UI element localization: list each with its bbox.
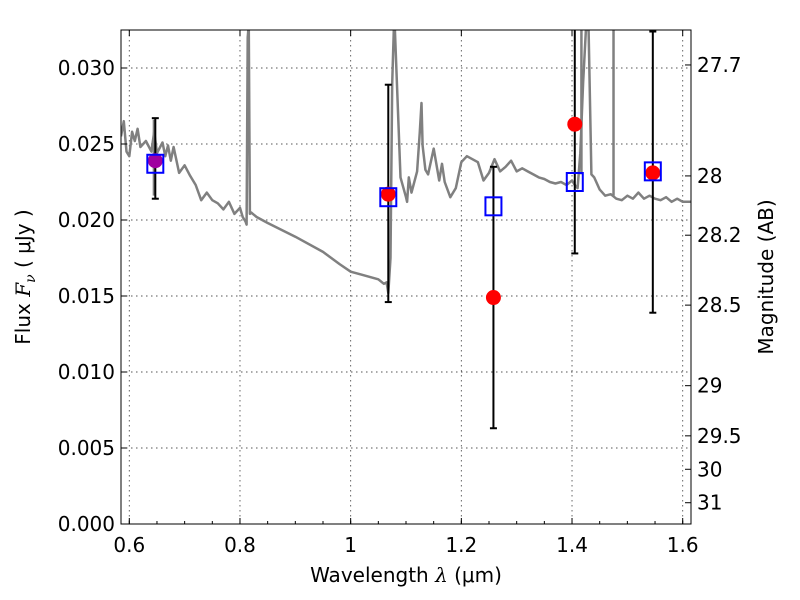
right-tick-label: 28.5 bbox=[697, 293, 742, 317]
axes: 0.6 0.8 1 1.2 1.4 1.6 0.000 0.005 0.010 0.015 0.02… bbox=[58, 30, 742, 557]
data-point-model bbox=[643, 161, 662, 182]
grid-lines bbox=[121, 30, 691, 525]
y-axis-label: Flux Fν ( μJy ) bbox=[11, 209, 39, 344]
x-tick-label: 1 bbox=[344, 533, 357, 557]
data-point-model bbox=[484, 196, 503, 217]
x-tick-label: 1.2 bbox=[445, 533, 477, 557]
data-point-observed bbox=[147, 153, 163, 169]
x-tick-label: 1.6 bbox=[667, 533, 699, 557]
right-axis-label: Magnitude (AB) bbox=[754, 199, 778, 354]
data-point-model bbox=[146, 153, 165, 174]
right-tick-label: 29 bbox=[697, 374, 722, 398]
y-tick-label: 0.030 bbox=[58, 56, 115, 80]
data-point-observed bbox=[485, 290, 501, 306]
plot-area bbox=[121, 30, 691, 430]
spectrum-line bbox=[121, 30, 691, 295]
x-tick-label: 1.4 bbox=[556, 533, 588, 557]
plot-frame bbox=[120, 29, 692, 525]
x-tick-label: 0.6 bbox=[113, 533, 145, 557]
right-tick-label: 30 bbox=[697, 457, 722, 481]
right-tick-label: 28.2 bbox=[697, 223, 742, 247]
right-tick-label: 29.5 bbox=[697, 424, 742, 448]
data-point-model bbox=[565, 172, 584, 192]
right-tick-label: 28 bbox=[697, 164, 722, 188]
y-tick-label: 0.005 bbox=[58, 436, 115, 460]
y-tick-label: 0.025 bbox=[58, 132, 115, 156]
x-tick-label: 0.8 bbox=[224, 533, 256, 557]
y-tick-label: 0.000 bbox=[58, 512, 115, 536]
y-tick-label: 0.015 bbox=[58, 284, 115, 308]
data-point-model bbox=[379, 187, 398, 208]
data-point-observed bbox=[645, 165, 661, 181]
y-tick-label: 0.010 bbox=[58, 360, 115, 384]
right-tick-label: 31 bbox=[697, 491, 722, 515]
y-tick-label: 0.020 bbox=[58, 208, 115, 232]
data-point-observed bbox=[380, 186, 396, 202]
x-axis-label: Wavelength λ (μm) bbox=[310, 563, 502, 587]
data-point-observed bbox=[567, 116, 583, 132]
right-tick-label: 27.7 bbox=[697, 53, 742, 77]
